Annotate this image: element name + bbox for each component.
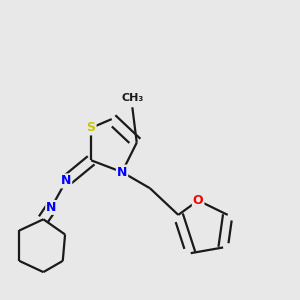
Text: N: N: [61, 174, 71, 188]
Text: O: O: [193, 194, 203, 207]
Text: N: N: [117, 166, 127, 178]
Text: CH₃: CH₃: [121, 93, 143, 103]
Text: S: S: [87, 122, 96, 134]
Text: N: N: [46, 201, 56, 214]
